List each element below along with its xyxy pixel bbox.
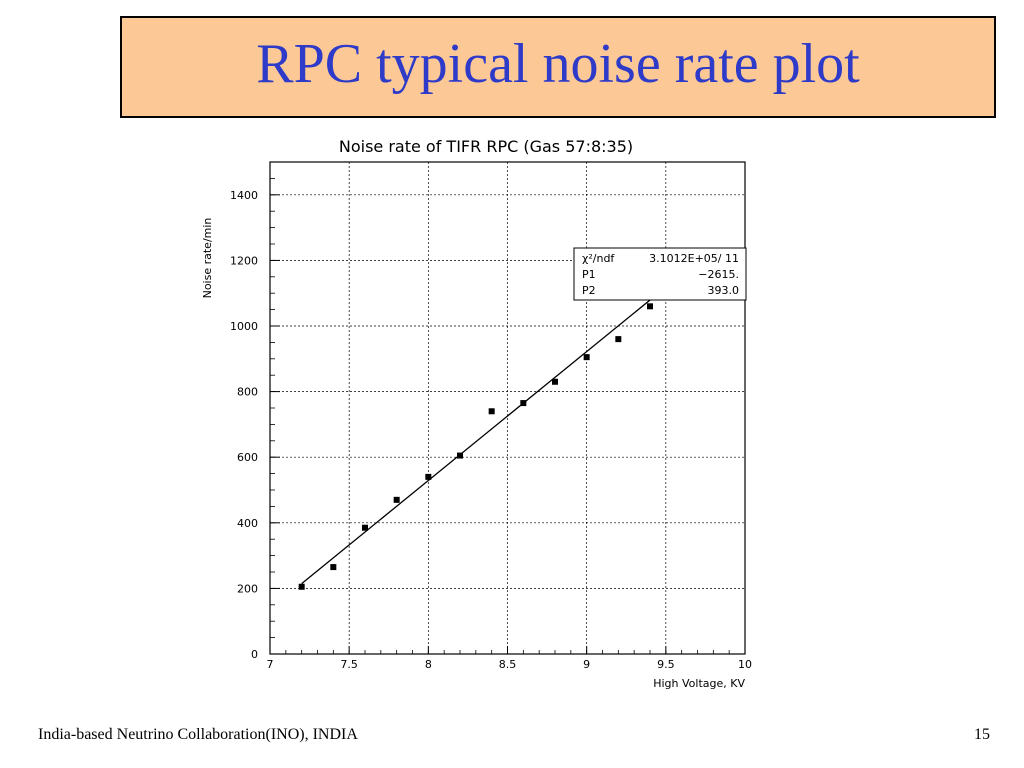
data-point	[552, 378, 558, 385]
data-point	[393, 496, 400, 503]
data-point	[362, 524, 368, 531]
x-tick-label: 8	[425, 658, 432, 671]
y-tick-label: 400	[237, 517, 258, 530]
x-tick-label: 7.5	[340, 658, 358, 671]
x-tick-label: 10	[738, 658, 752, 671]
y-tick-label: 200	[237, 582, 258, 595]
data-points	[298, 303, 653, 590]
y-tick-label: 0	[251, 648, 258, 661]
stats-value-p1: −2615.	[698, 268, 739, 281]
y-tick-label: 800	[237, 386, 258, 399]
axis-ticks	[269, 161, 746, 655]
data-point	[583, 354, 590, 361]
x-tick-label: 7	[267, 658, 274, 671]
x-tick-labels: 7 7.5 8 8.5 9 9.5 10	[267, 658, 753, 671]
y-tick-label: 1000	[230, 320, 258, 333]
footer-text: India-based Neutrino Collaboration(INO),…	[38, 726, 358, 743]
grid-lines	[270, 162, 745, 654]
y-tick-label: 1400	[230, 189, 258, 202]
data-point	[425, 473, 432, 480]
x-axis-label: High Voltage, KV	[653, 677, 745, 690]
stats-value-p2: 393.0	[708, 284, 740, 297]
data-point	[488, 408, 495, 415]
y-tick-label: 1200	[230, 254, 258, 267]
x-tick-label: 9.5	[657, 658, 675, 671]
y-tick-labels: 0 200 400 600 800 1000 1200 1400	[230, 189, 258, 661]
x-tick-label: 8.5	[499, 658, 517, 671]
y-tick-label: 600	[237, 451, 258, 464]
stats-value-chi2: 3.1012E+05/ 11	[649, 252, 739, 265]
data-point	[520, 400, 527, 407]
stats-label-p2: P2	[582, 284, 596, 297]
fit-line	[301, 273, 683, 585]
x-tick-label: 9	[583, 658, 590, 671]
data-point	[457, 452, 463, 459]
data-point	[330, 564, 337, 571]
data-point	[647, 303, 653, 310]
slide-title-box: RPC typical noise rate plot	[120, 16, 996, 118]
data-point	[615, 336, 622, 343]
stats-label-chi2: χ²/ndf	[582, 252, 615, 265]
stats-box: χ²/ndf 3.1012E+05/ 11 P1 −2615. P2 393.0	[573, 247, 747, 301]
page-number: 15	[974, 726, 990, 743]
stats-label-p1: P1	[582, 268, 596, 281]
y-axis-label: Noise rate/min	[201, 218, 214, 299]
data-point	[298, 583, 305, 590]
chart-title: Noise rate of TIFR RPC (Gas 57:8:35)	[339, 137, 633, 156]
slide-title: RPC typical noise rate plot	[256, 33, 860, 95]
